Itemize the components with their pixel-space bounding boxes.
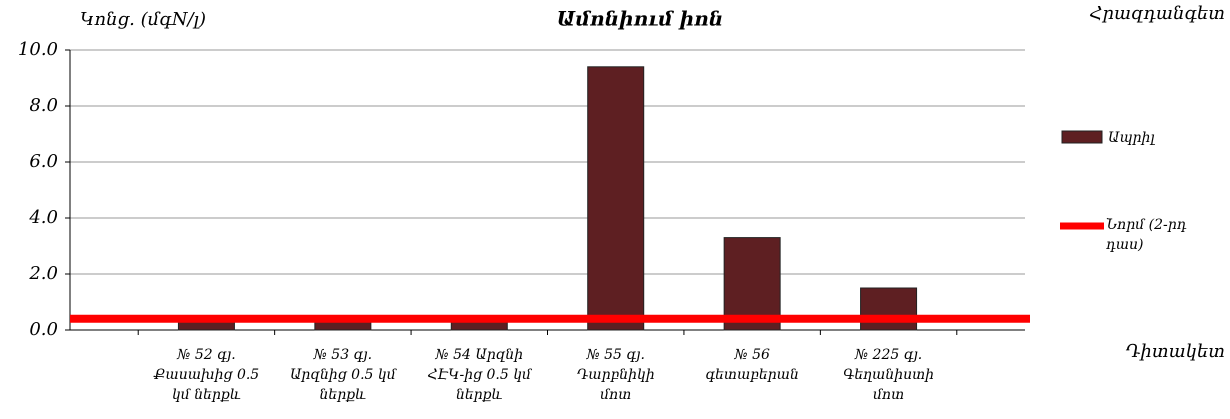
bar (723, 237, 781, 331)
y-tick-label: 8.0 (29, 95, 58, 116)
legend-title: Հրազդանգետ (1089, 3, 1225, 24)
x-tick-label: № 55 գյ. Դարբնիկի մոտ (576, 347, 655, 403)
x-tick-label: № 54 Արզնի ՀԷԿ-ից 0.5 կմ ներքև (427, 347, 532, 403)
bar (587, 66, 645, 331)
legend-label: Ապրիլ (1108, 130, 1155, 146)
y-tick-label: 0.0 (29, 319, 58, 340)
legend-label: Նորմ (2-րդ դաս) (1106, 217, 1187, 253)
y-tick-label: 6.0 (29, 151, 58, 172)
chart-title: Ամոնիում իոն (557, 7, 724, 31)
y-tick-label: 2.0 (28, 263, 58, 284)
x-tick-label: № 56 գետաբերան (705, 347, 799, 383)
legend-swatch (1061, 130, 1103, 144)
x-tick-label: № 53 գյ. Արզնից 0.5 կմ ներքև (289, 347, 396, 403)
x-tick-label: № 225 գյ. Գեղանիստի մոտ (843, 347, 935, 403)
x-tick-label: № 52 գյ. Քասախից 0.5 կմ ներքև (153, 347, 260, 403)
y-tick-label: 10.0 (18, 39, 58, 60)
y-tick-label: 4.0 (28, 207, 58, 228)
x-axis-label: Դիտակետ (1126, 341, 1225, 362)
bar (860, 287, 918, 331)
y-axis-label: Կոնց. (մգN/լ) (80, 9, 206, 30)
